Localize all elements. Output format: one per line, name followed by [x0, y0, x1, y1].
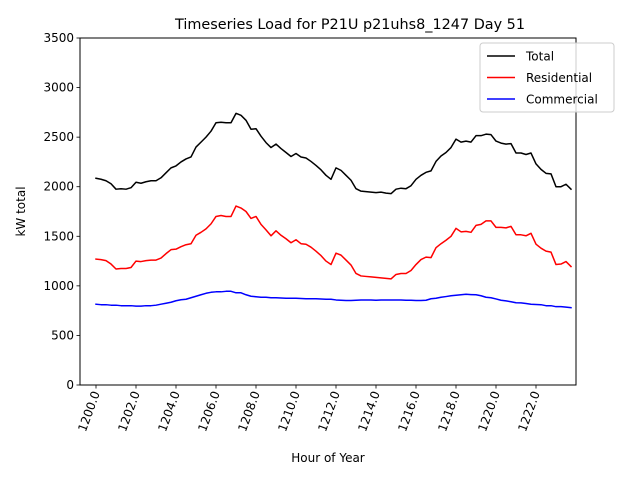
y-axis: 0 500 1000 1500 2000 2500 3000 3500 — [43, 31, 80, 392]
legend-label-total: Total — [525, 50, 554, 64]
plot-frame — [79, 37, 577, 386]
series-line-commercial — [95, 290, 572, 309]
legend-frame — [479, 42, 615, 113]
x-tick-label: 1204.0 — [155, 389, 183, 433]
series-layer — [95, 112, 573, 309]
y-tick-label: 500 — [51, 328, 74, 342]
x-axis: 1200.0 1202.0 1204.0 1206.0 1208.0 1210.0 1212… — [75, 385, 543, 433]
x-tick-label: 1222.0 — [515, 389, 543, 433]
x-tick-label: 1202.0 — [115, 389, 143, 433]
x-tick-label: 1220.0 — [475, 389, 503, 433]
legend: Total Residential Commercial — [479, 42, 615, 113]
x-tick-label: 1206.0 — [195, 389, 223, 433]
x-tick-label: 1216.0 — [395, 389, 423, 433]
x-tick-label: 1212.0 — [315, 389, 343, 433]
y-tick-label: 1500 — [43, 229, 74, 243]
series-line-residential — [95, 205, 573, 280]
legend-entries: Total Residential Commercial — [487, 50, 598, 107]
legend-label-residential: Residential — [526, 71, 592, 85]
x-tick-label: 1218.0 — [435, 389, 463, 433]
y-tick-label: 1000 — [43, 279, 74, 293]
y-axis-label: kW total — [14, 186, 28, 236]
y-tick-label: 2500 — [43, 130, 74, 144]
legend-label-commercial: Commercial — [526, 93, 598, 107]
chart-title: Timeseries Load for P21U p21uhs8_1247 Da… — [174, 17, 525, 33]
x-tick-label: 1210.0 — [275, 389, 303, 433]
x-tick-label: 1214.0 — [355, 389, 383, 433]
x-axis-label: Hour of Year — [291, 451, 365, 465]
x-tick-label: 1208.0 — [235, 389, 263, 433]
y-tick-label: 3000 — [43, 81, 74, 95]
x-tick-label: 1200.0 — [75, 389, 103, 433]
y-tick-label: 2000 — [43, 180, 74, 194]
series-line-total — [95, 112, 573, 195]
y-tick-label: 3500 — [43, 31, 74, 45]
y-tick-label: 0 — [66, 378, 74, 392]
